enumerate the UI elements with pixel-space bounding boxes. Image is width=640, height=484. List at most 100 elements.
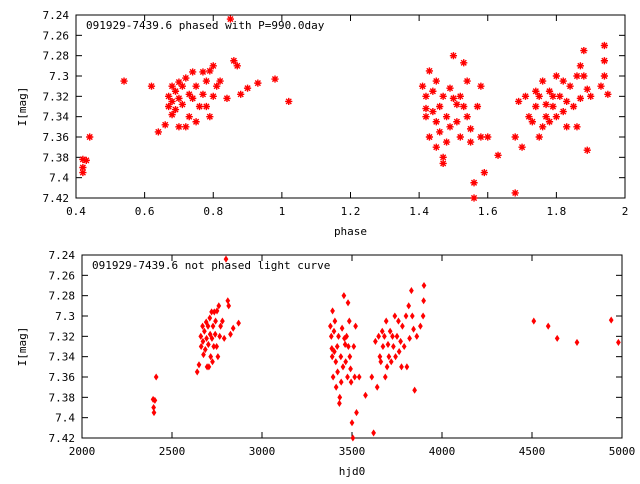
y-axis-label: I[mag]	[16, 327, 29, 367]
y-tick-label: 7.26	[43, 29, 70, 42]
data-point	[576, 94, 584, 102]
data-point	[337, 399, 342, 407]
data-point	[189, 94, 197, 102]
x-tick-label: 2000	[69, 445, 96, 458]
data-point	[463, 77, 471, 85]
data-point	[442, 113, 451, 121]
data-point	[409, 312, 415, 320]
y-tick-label: 7.38	[43, 151, 70, 164]
data-point	[436, 102, 444, 111]
data-point	[185, 90, 193, 98]
data-point	[152, 396, 158, 404]
data-point	[556, 92, 564, 100]
data-point	[204, 334, 209, 342]
data-point	[411, 325, 416, 333]
data-point	[223, 94, 231, 102]
data-point	[337, 393, 343, 401]
data-point	[376, 332, 382, 340]
data-point	[404, 363, 410, 371]
data-point	[466, 125, 475, 133]
data-point	[429, 87, 437, 95]
data-point	[477, 133, 485, 141]
y-tick-label: 7.42	[49, 432, 76, 445]
data-point	[205, 340, 211, 349]
data-point	[86, 133, 94, 141]
data-point	[230, 57, 238, 65]
data-point	[542, 100, 550, 109]
data-point	[535, 133, 543, 141]
x-tick-label: 1	[279, 205, 286, 218]
data-point	[545, 118, 554, 126]
data-point	[521, 92, 530, 100]
data-point	[192, 118, 200, 126]
data-point	[387, 327, 393, 335]
data-point	[236, 319, 241, 327]
data-point	[597, 82, 605, 90]
data-point	[406, 302, 412, 310]
data-point	[456, 92, 464, 100]
data-point	[243, 84, 252, 92]
x-tick-label: 3000	[249, 445, 276, 458]
data-point	[330, 307, 335, 315]
data-point	[456, 133, 464, 141]
data-point	[542, 113, 550, 121]
data-point	[587, 92, 595, 100]
data-point	[429, 107, 437, 116]
data-point	[407, 334, 412, 342]
data-point	[379, 327, 385, 335]
data-point	[422, 104, 430, 113]
data-point	[563, 123, 571, 131]
data-point	[484, 133, 492, 141]
data-point	[214, 307, 220, 315]
data-point	[432, 118, 440, 126]
data-point	[338, 378, 344, 386]
chart-panel-2: 2000 2500 3000 3500 4000 4500 5000 7.24 7.26 7.28…	[16, 249, 635, 478]
data-point	[396, 317, 401, 325]
data-point	[175, 123, 183, 131]
data-point	[189, 68, 197, 76]
data-point	[154, 128, 162, 136]
y-tick-label: 7.28	[43, 50, 70, 63]
data-point	[583, 85, 591, 93]
data-point	[217, 332, 223, 340]
data-point	[400, 322, 405, 330]
data-point	[425, 133, 434, 141]
data-point	[554, 334, 560, 342]
data-point	[348, 365, 353, 373]
data-point	[178, 100, 186, 109]
y-tick-label: 7.24	[49, 249, 76, 262]
data-point	[390, 332, 395, 340]
data-point	[233, 62, 241, 70]
data-point	[436, 128, 444, 136]
x-tick-label: 2500	[159, 445, 186, 458]
data-point	[549, 92, 557, 100]
data-point	[206, 363, 212, 371]
data-point	[215, 353, 221, 361]
data-point	[384, 363, 390, 371]
data-point	[494, 151, 502, 159]
data-point	[608, 316, 614, 324]
data-point	[230, 324, 236, 332]
data-point	[342, 340, 348, 349]
y-tick-label: 7.32	[43, 90, 70, 103]
data-point	[228, 330, 233, 338]
x-tick-label: 1.8	[546, 205, 566, 218]
y-tick-label: 7.32	[49, 330, 76, 343]
data-point	[473, 102, 482, 111]
data-point	[373, 337, 378, 345]
data-point	[535, 92, 543, 100]
data-point	[226, 15, 235, 23]
data-point	[223, 255, 229, 263]
y-tick-label: 7.24	[43, 9, 70, 22]
data-point	[202, 346, 208, 354]
data-point	[604, 90, 612, 98]
data-point	[195, 102, 204, 111]
data-point	[346, 317, 352, 325]
data-point	[210, 322, 216, 330]
data-point	[192, 82, 200, 90]
data-point	[334, 342, 340, 351]
data-point	[422, 113, 430, 121]
data-point	[563, 97, 571, 106]
data-point	[329, 344, 335, 353]
